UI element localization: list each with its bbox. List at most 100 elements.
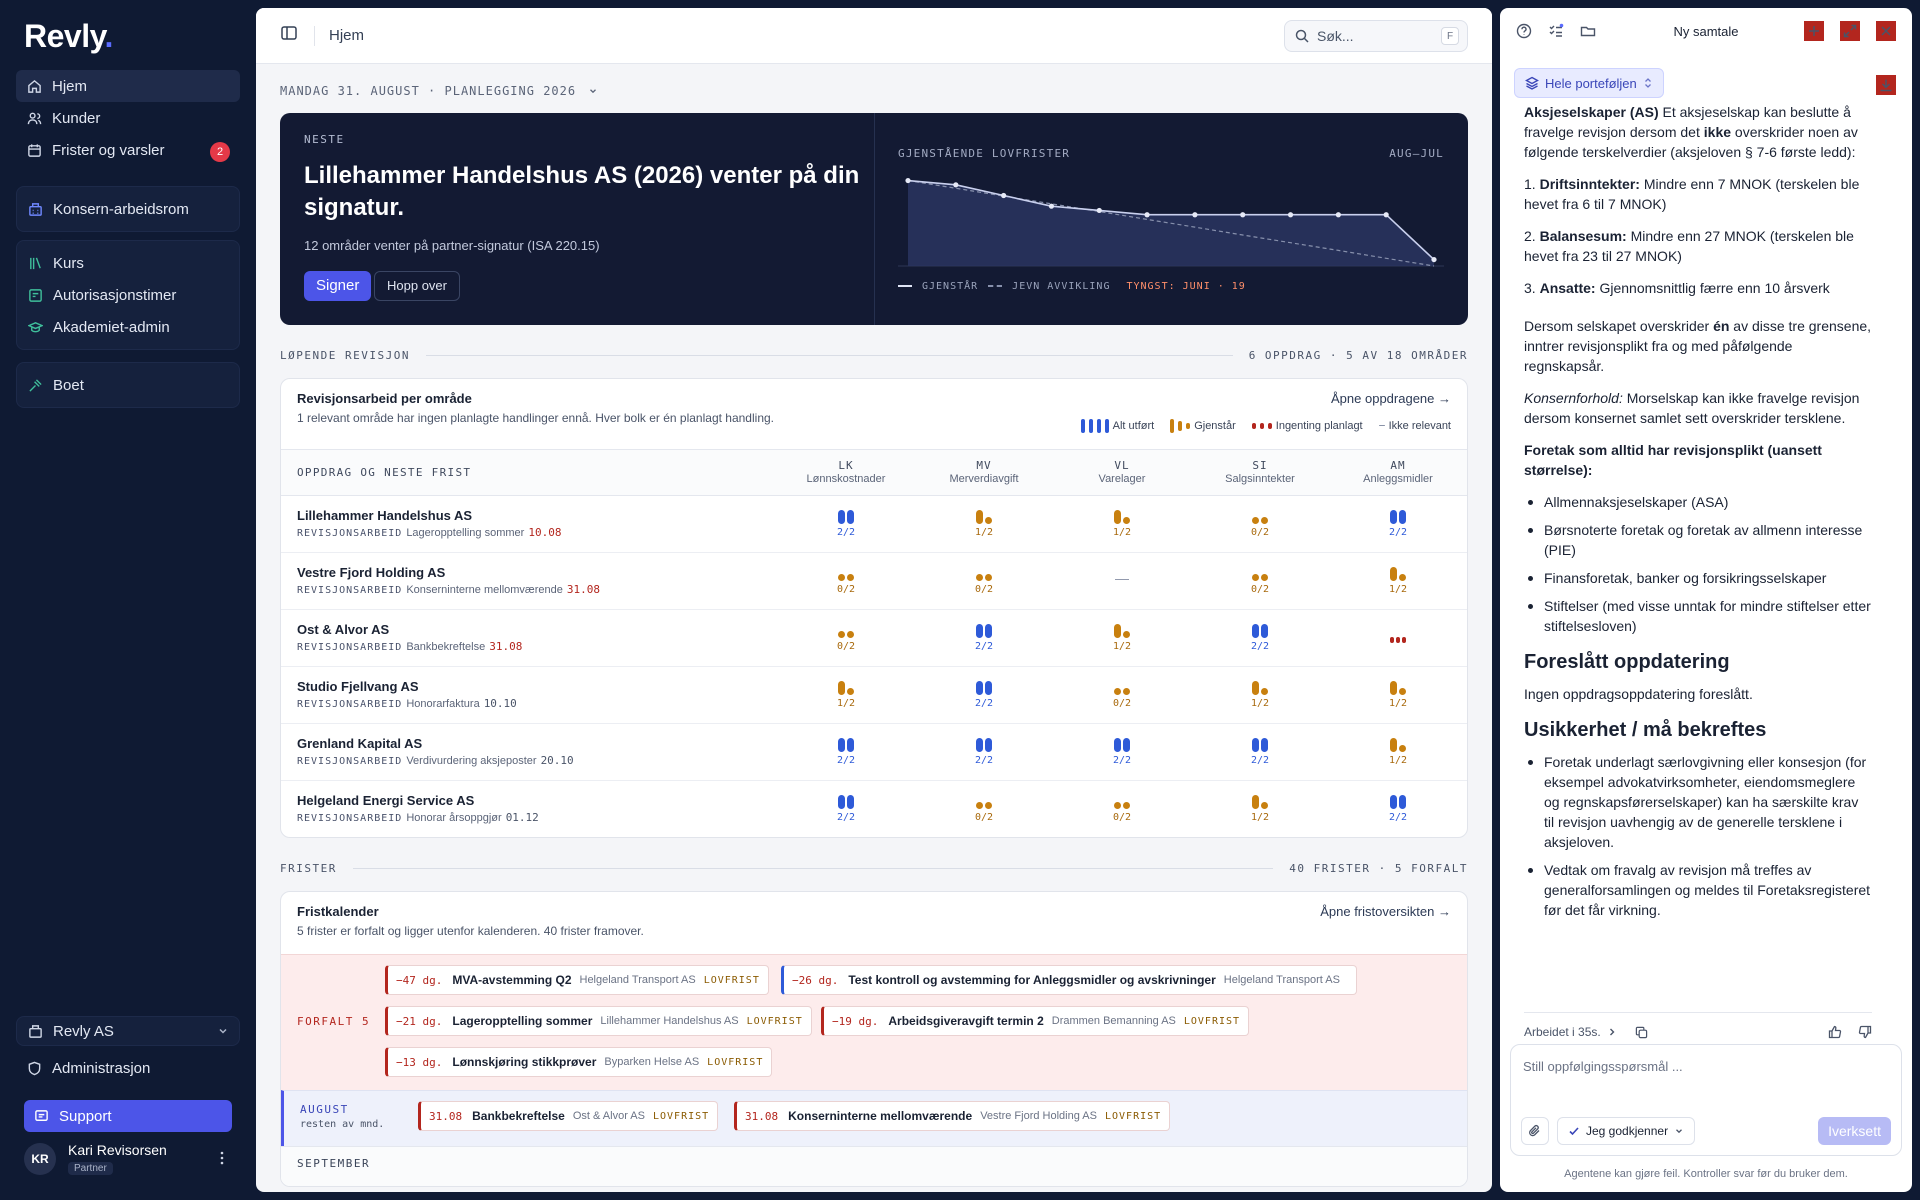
- close-icon[interactable]: [1876, 21, 1896, 41]
- search-input[interactable]: Søk... F: [1284, 20, 1468, 52]
- area-status-cell[interactable]: 0/2: [777, 552, 915, 609]
- sign-button[interactable]: Signer: [304, 270, 372, 301]
- column-header-am: AM Anleggsmidler: [1329, 448, 1467, 496]
- table-row[interactable]: Helgeland Energi Service AS REVISJONSARBE…: [281, 780, 1467, 837]
- area-status-cell[interactable]: 0/2: [915, 552, 1053, 609]
- scope-selector[interactable]: Hele porteføljen: [1514, 68, 1664, 98]
- table-row[interactable]: Lillehammer Handelshus AS REVISJONSARBEID…: [281, 495, 1467, 552]
- next-deadline: REVISJONSARBEID Konserninterne mellomvære…: [297, 583, 600, 596]
- logo-dot: .: [104, 18, 114, 54]
- section-line: [425, 354, 1233, 356]
- expand-icon[interactable]: [1840, 21, 1860, 41]
- download-icon[interactable]: [1876, 75, 1896, 95]
- data-point: [1431, 256, 1437, 262]
- deadline-chip[interactable]: 31.08 Konserninterne mellomværende Vestre …: [734, 1101, 1171, 1131]
- area-status-cell[interactable]: 2/2: [1191, 723, 1329, 780]
- sidebar-item-boet[interactable]: Boet: [17, 369, 239, 401]
- thumbs-down-icon[interactable]: [1858, 1025, 1872, 1039]
- area-status-cell[interactable]: 2/2: [777, 723, 915, 780]
- attach-button[interactable]: [1521, 1117, 1549, 1145]
- area-status-cell[interactable]: 0/2: [777, 609, 915, 666]
- book-icon: [27, 255, 43, 271]
- area-status-cell[interactable]: 2/2: [915, 723, 1053, 780]
- area-status-cell[interactable]: 0/2: [1053, 666, 1191, 723]
- area-status-cell[interactable]: 2/2: [915, 609, 1053, 666]
- area-status-cell[interactable]: [1329, 609, 1467, 666]
- area-status-cell[interactable]: 2/2: [1329, 495, 1467, 552]
- area-status-cell[interactable]: 2/2: [777, 495, 915, 552]
- skip-button[interactable]: Hopp over: [374, 270, 460, 301]
- more-vertical-icon[interactable]: [216, 1150, 228, 1171]
- logo: Revly.: [24, 18, 113, 55]
- area-status-cell[interactable]: 2/2: [915, 666, 1053, 723]
- area-status-cell[interactable]: 2/2: [777, 780, 915, 837]
- user-role: Partner: [68, 1162, 113, 1175]
- list-item: Stiftelser (med visse unntak for mindre …: [1524, 596, 1872, 636]
- deadline-chip[interactable]: −19 dg. Arbeidsgiveravgift termin 2 Dramme…: [821, 1006, 1250, 1036]
- deadline-chip[interactable]: −21 dg. Lageropptelling sommer Lillehammer…: [385, 1006, 812, 1036]
- org-switcher[interactable]: Revly AS: [16, 1016, 240, 1046]
- open-deadlines-link[interactable]: Åpne fristoversikten →: [1320, 904, 1451, 919]
- area-status-cell[interactable]: 0/2: [1191, 495, 1329, 552]
- area-status-cell[interactable]: 2/2: [1053, 723, 1191, 780]
- chevron-updown-icon: [1643, 77, 1653, 89]
- column-header-lk: LK Lønnskostnader: [777, 448, 915, 496]
- dateline[interactable]: MANDAG 31. AUGUST · PLANLEGGING 2026: [280, 84, 1468, 99]
- area-status-cell[interactable]: 1/2: [1329, 552, 1467, 609]
- data-point: [1383, 211, 1389, 217]
- table-row[interactable]: Ost & Alvor AS REVISJONSARBEID Bankbekreft…: [281, 609, 1467, 666]
- area-status-cell[interactable]: 1/2: [1191, 780, 1329, 837]
- progress-marks: [1053, 509, 1191, 524]
- sidebar-toggle-icon[interactable]: [280, 24, 298, 47]
- composer-placeholder: Still oppfølgingsspørsmål ...: [1523, 1059, 1683, 1074]
- area-status-cell[interactable]: —: [1053, 552, 1191, 609]
- notification-badge: 2: [210, 142, 230, 162]
- open-engagements-link[interactable]: Åpne oppdragene →: [1331, 390, 1451, 406]
- approve-mode-select[interactable]: Jeg godkjenner: [1557, 1117, 1696, 1145]
- sidebar-item-hjem[interactable]: Hjem: [16, 70, 240, 102]
- worked-time[interactable]: Arbeidet i 35s.: [1524, 1025, 1601, 1039]
- sidebar-item-kurs[interactable]: Kurs: [17, 247, 239, 279]
- area-status-cell[interactable]: 0/2: [1191, 552, 1329, 609]
- area-status-cell[interactable]: 0/2: [1053, 780, 1191, 837]
- support-button[interactable]: Support: [24, 1100, 232, 1132]
- deadline-chip[interactable]: −13 dg. Lønnskjøring stikkprøver Byparken …: [385, 1047, 773, 1077]
- folder-icon[interactable]: [1578, 21, 1598, 41]
- area-status-cell[interactable]: 1/2: [1329, 723, 1467, 780]
- legend-item-not-relevant: Ikke relevant: [1378, 420, 1451, 432]
- help-icon[interactable]: [1514, 21, 1534, 41]
- sidebar-item-administrasjon[interactable]: Administrasjon: [16, 1052, 240, 1084]
- area-status-cell[interactable]: 1/2: [1191, 666, 1329, 723]
- area-status-cell[interactable]: 1/2: [1053, 609, 1191, 666]
- sidebar-item-konsern-arbeidsrom[interactable]: Konsern-arbeidsrom: [17, 193, 239, 225]
- checklist-icon[interactable]: [1546, 21, 1566, 41]
- building-icon: [27, 1023, 43, 1039]
- table-row[interactable]: Studio Fjellvang AS REVISJONSARBEID Honora…: [281, 666, 1467, 723]
- table-row[interactable]: Grenland Kapital AS REVISJONSARBEID Verdiv…: [281, 723, 1467, 780]
- area-status-cell[interactable]: 0/2: [915, 780, 1053, 837]
- area-status-cell[interactable]: 1/2: [1329, 666, 1467, 723]
- plus-icon[interactable]: [1804, 21, 1824, 41]
- sidebar-item-label: Konsern-arbeidsrom: [53, 200, 189, 218]
- sidebar-item-frister[interactable]: Frister og varsler 2: [16, 134, 240, 166]
- thumbs-up-icon[interactable]: [1828, 1025, 1842, 1039]
- area-status-cell[interactable]: 1/2: [1053, 495, 1191, 552]
- progress-marks: [777, 737, 915, 752]
- copy-icon[interactable]: [1635, 1026, 1648, 1039]
- breadcrumb[interactable]: Hjem: [329, 27, 365, 44]
- user-profile[interactable]: KR Kari Revisorsen Partner: [24, 1142, 167, 1176]
- follow-up-composer[interactable]: Still oppfølgingsspørsmål ... Jeg godkje…: [1510, 1044, 1902, 1156]
- deadline-chip[interactable]: 31.08 Bankbekreftelse Ost & Alvor AS LOVFRI…: [418, 1101, 719, 1131]
- deadline-chip[interactable]: −26 dg. Test kontroll og avstemming for A…: [781, 965, 1357, 995]
- area-status-cell[interactable]: 2/2: [1329, 780, 1467, 837]
- execute-button[interactable]: Iverksett: [1818, 1117, 1891, 1145]
- deadline-chip[interactable]: −47 dg. MVA-avstemming Q2 Helgeland Transp…: [385, 965, 769, 995]
- area-status-cell[interactable]: 1/2: [777, 666, 915, 723]
- sidebar-item-akademiet-admin[interactable]: Akademiet-admin: [17, 311, 239, 343]
- sidebar-item-kunder[interactable]: Kunder: [16, 102, 240, 134]
- area-status-cell[interactable]: 1/2: [915, 495, 1053, 552]
- support-label: Support: [59, 1107, 112, 1125]
- area-status-cell[interactable]: 2/2: [1191, 609, 1329, 666]
- table-row[interactable]: Vestre Fjord Holding AS REVISJONSARBEID Ko…: [281, 552, 1467, 609]
- sidebar-item-autorisasjonstimer[interactable]: Autorisasjonstimer: [17, 279, 239, 311]
